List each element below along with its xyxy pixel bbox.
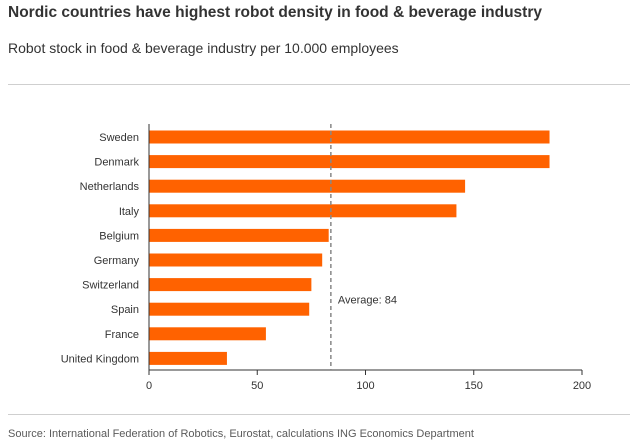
category-label: Italy bbox=[119, 206, 140, 218]
category-label: France bbox=[105, 329, 139, 341]
average-label: Average: 84 bbox=[338, 294, 397, 306]
bar-sweden bbox=[149, 130, 550, 144]
category-label: Switzerland bbox=[82, 280, 139, 292]
bar-spain bbox=[149, 302, 310, 316]
bar-netherlands bbox=[149, 179, 466, 193]
category-label: Sweden bbox=[99, 132, 139, 144]
bar-switzerland bbox=[149, 278, 312, 292]
category-label: United Kingdom bbox=[61, 353, 139, 365]
bar-germany bbox=[149, 253, 323, 267]
x-tick-label: 200 bbox=[573, 380, 591, 392]
category-label: Belgium bbox=[99, 230, 139, 242]
x-tick-label: 50 bbox=[251, 380, 263, 392]
x-tick-label: 0 bbox=[146, 380, 152, 392]
top-divider bbox=[8, 84, 630, 85]
category-label: Spain bbox=[111, 304, 139, 316]
chart-subtitle: Robot stock in food & beverage industry … bbox=[8, 40, 399, 56]
bar-belgium bbox=[149, 228, 329, 242]
category-label: Netherlands bbox=[80, 181, 140, 193]
x-tick-label: 150 bbox=[465, 380, 483, 392]
bar-united-kingdom bbox=[149, 351, 227, 365]
bottom-divider bbox=[8, 414, 630, 415]
source-note: Source: International Federation of Robo… bbox=[8, 428, 474, 440]
x-tick-label: 100 bbox=[356, 380, 374, 392]
category-label: Germany bbox=[94, 255, 140, 267]
chart-title: Nordic countries have highest robot dens… bbox=[8, 4, 542, 21]
category-label: Denmark bbox=[94, 157, 139, 169]
bar-denmark bbox=[149, 155, 550, 169]
bar-italy bbox=[149, 204, 457, 218]
bar-france bbox=[149, 327, 266, 341]
